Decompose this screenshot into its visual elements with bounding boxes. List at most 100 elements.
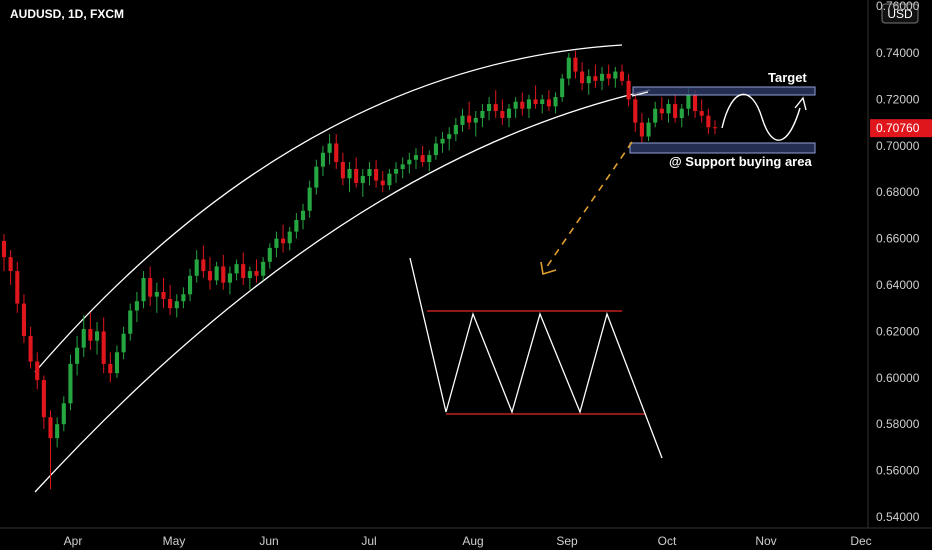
candle	[35, 352, 40, 390]
candle	[340, 152, 345, 186]
candle	[287, 227, 292, 251]
y-tick-label: 0.54000	[876, 510, 920, 524]
y-tick-label: 0.62000	[876, 324, 920, 338]
candle	[148, 266, 153, 306]
candle	[553, 92, 558, 114]
y-tick-label: 0.68000	[876, 185, 920, 199]
candle	[367, 162, 372, 186]
candle	[586, 69, 591, 95]
candle	[320, 145, 326, 176]
candle	[134, 291, 139, 323]
candle	[679, 104, 684, 128]
candle	[314, 159, 319, 195]
candle	[506, 104, 512, 128]
candle	[354, 157, 359, 188]
candle	[599, 66, 605, 91]
range-zigzag	[409, 257, 663, 459]
candle	[533, 85, 538, 109]
candle	[413, 148, 419, 169]
candle	[360, 169, 365, 197]
candle	[613, 66, 618, 88]
candle	[593, 64, 598, 88]
candle	[566, 53, 571, 86]
candle	[55, 417, 60, 448]
candle	[267, 243, 272, 269]
candle	[387, 169, 392, 190]
projected-wave	[721, 93, 801, 141]
projection-arrow-head	[794, 96, 807, 111]
x-tick-label: Nov	[755, 534, 776, 548]
current-price-label: 0.70760	[876, 121, 920, 135]
candle	[480, 104, 485, 128]
y-tick-label: 0.64000	[876, 278, 920, 292]
candle	[699, 99, 704, 123]
x-tick-label: May	[163, 534, 186, 548]
candle	[633, 92, 638, 132]
y-tick-label: 0.66000	[876, 232, 920, 246]
candle	[327, 134, 332, 165]
candle	[666, 99, 671, 123]
candle	[41, 375, 46, 429]
candles	[1, 50, 718, 490]
candle	[659, 97, 664, 121]
candle	[174, 294, 179, 318]
candle	[88, 312, 93, 350]
y-tick-label: 0.74000	[876, 46, 920, 60]
support-label: @ Support buying area	[669, 154, 812, 169]
candle	[101, 317, 106, 374]
y-tick-label: 0.70000	[876, 139, 920, 153]
x-tick-label: Apr	[64, 534, 83, 548]
candle	[706, 108, 711, 135]
chart-title: AUDUSD, 1D, FXCM	[10, 7, 124, 21]
candle	[307, 180, 312, 218]
candle	[546, 90, 551, 111]
candle	[15, 261, 20, 313]
candle	[712, 120, 718, 135]
candle	[393, 162, 399, 183]
candle	[61, 396, 66, 432]
candle	[500, 99, 505, 125]
candle	[639, 113, 644, 144]
candle	[374, 159, 379, 188]
currency-label: USD	[887, 7, 913, 21]
candle	[447, 127, 452, 151]
breakout-line	[631, 91, 649, 97]
y-axis: 0.74000 0.72000 0.70000 0.68000 0.66000 0.640…	[876, 0, 920, 524]
candle	[653, 101, 658, 128]
candle	[526, 94, 532, 118]
candle	[520, 92, 525, 116]
candle	[334, 134, 339, 169]
y-tick-label: 0.60000	[876, 371, 920, 385]
candle	[646, 117, 651, 142]
candle	[221, 254, 226, 290]
candle	[21, 294, 26, 343]
candle	[94, 322, 100, 355]
candle	[380, 171, 385, 193]
candle	[141, 271, 146, 309]
candle	[473, 111, 478, 137]
candle	[181, 287, 186, 309]
candle	[281, 224, 286, 253]
x-axis: Apr May Jun Jul Aug Sep Oct Nov Dec	[64, 534, 872, 548]
candle	[487, 97, 492, 121]
y-tick-label: 0.72000	[876, 92, 920, 106]
candle	[227, 266, 232, 295]
candle	[300, 203, 306, 230]
candle	[560, 73, 565, 102]
candle	[493, 90, 498, 118]
candle	[128, 303, 133, 341]
candle	[81, 315, 86, 357]
candle	[108, 352, 113, 383]
x-tick-label: Sep	[556, 534, 578, 548]
candle	[254, 259, 259, 283]
candle	[453, 117, 458, 142]
candle	[207, 257, 213, 290]
candle	[619, 64, 625, 86]
candle	[28, 326, 33, 369]
target-zone	[632, 86, 816, 96]
candle	[294, 213, 299, 239]
x-tick-label: Oct	[658, 534, 677, 548]
currency-button[interactable]: USD	[881, 3, 919, 24]
candle	[168, 285, 173, 316]
